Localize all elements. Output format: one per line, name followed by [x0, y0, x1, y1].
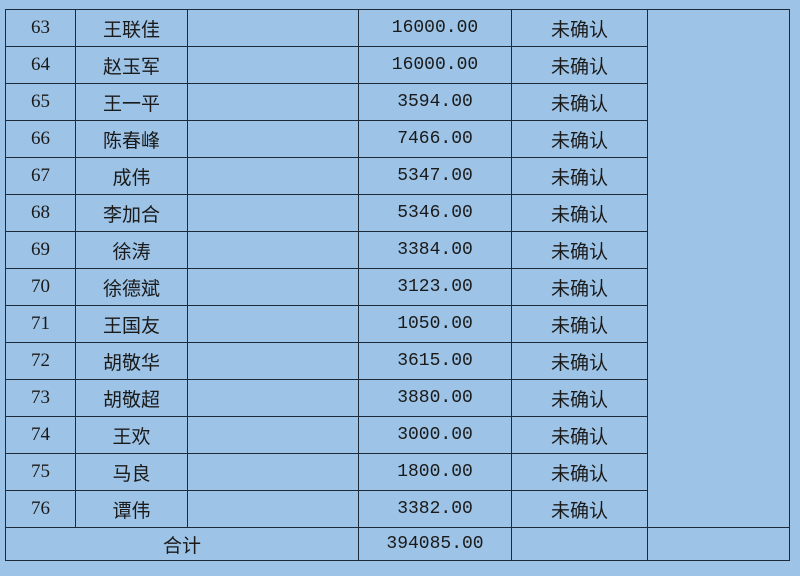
amount: 1800.00 — [358, 453, 512, 491]
status: 未确认 — [511, 83, 648, 121]
status: 未确认 — [511, 342, 648, 380]
blank-cell — [187, 342, 359, 380]
person-name: 陈春峰 — [75, 120, 188, 158]
person-name: 徐德斌 — [75, 268, 188, 306]
table-row: 70 徐德斌 3123.00 未确认 — [5, 268, 790, 306]
row-number: 73 — [5, 379, 76, 417]
table-row: 67 成伟 5347.00 未确认 — [5, 157, 790, 195]
row-number: 68 — [5, 194, 76, 232]
blank-cell — [187, 46, 359, 84]
row-number: 64 — [5, 46, 76, 84]
table-row: 75 马良 1800.00 未确认 — [5, 453, 790, 491]
row-number: 71 — [5, 305, 76, 343]
blank-cell — [187, 268, 359, 306]
table-row: 65 王一平 3594.00 未确认 — [5, 83, 790, 121]
status: 未确认 — [511, 120, 648, 158]
person-name: 李加合 — [75, 194, 188, 232]
person-name: 胡敬超 — [75, 379, 188, 417]
blank-cell — [187, 194, 359, 232]
person-name: 成伟 — [75, 157, 188, 195]
row-number: 72 — [5, 342, 76, 380]
table-row: 68 李加合 5346.00 未确认 — [5, 194, 790, 232]
total-label: 合计 — [5, 527, 359, 561]
total-row: 合计 394085.00 — [5, 527, 790, 561]
status: 未确认 — [511, 416, 648, 454]
person-name: 王国友 — [75, 305, 188, 343]
status: 未确认 — [511, 305, 648, 343]
person-name: 王一平 — [75, 83, 188, 121]
row-number: 63 — [5, 9, 76, 47]
table-row: 64 赵玉军 16000.00 未确认 — [5, 46, 790, 84]
amount: 5346.00 — [358, 194, 512, 232]
amount: 7466.00 — [358, 120, 512, 158]
row-number: 75 — [5, 453, 76, 491]
status: 未确认 — [511, 157, 648, 195]
person-name: 马良 — [75, 453, 188, 491]
row-number: 65 — [5, 83, 76, 121]
person-name: 徐涛 — [75, 231, 188, 269]
blank-cell — [187, 157, 359, 195]
blank-cell — [187, 83, 359, 121]
person-name: 王联佳 — [75, 9, 188, 47]
row-number: 74 — [5, 416, 76, 454]
table-row: 66 陈春峰 7466.00 未确认 — [5, 120, 790, 158]
blank-cell — [511, 527, 648, 561]
blank-cell — [187, 453, 359, 491]
blank-cell — [647, 527, 790, 561]
table-row: 72 胡敬华 3615.00 未确认 — [5, 342, 790, 380]
row-number: 69 — [5, 231, 76, 269]
blank-cell — [187, 120, 359, 158]
payment-table: 63 王联佳 16000.00 未确认 64 赵玉军 16000.00 未确认 65 王一平 359… — [5, 9, 790, 561]
person-name: 胡敬华 — [75, 342, 188, 380]
amount: 3382.00 — [358, 490, 512, 528]
status: 未确认 — [511, 231, 648, 269]
blank-cell — [187, 231, 359, 269]
amount: 3123.00 — [358, 268, 512, 306]
row-number: 66 — [5, 120, 76, 158]
table-row: 73 胡敬超 3880.00 未确认 — [5, 379, 790, 417]
status: 未确认 — [511, 46, 648, 84]
amount: 3000.00 — [358, 416, 512, 454]
status: 未确认 — [511, 9, 648, 47]
person-name: 王欢 — [75, 416, 188, 454]
status: 未确认 — [511, 453, 648, 491]
total-amount: 394085.00 — [358, 527, 512, 561]
table-row: 63 王联佳 16000.00 未确认 — [5, 9, 790, 528]
blank-cell — [187, 305, 359, 343]
amount: 16000.00 — [358, 9, 512, 47]
row-number: 70 — [5, 268, 76, 306]
status: 未确认 — [511, 268, 648, 306]
amount: 16000.00 — [358, 46, 512, 84]
amount: 3594.00 — [358, 83, 512, 121]
amount: 3615.00 — [358, 342, 512, 380]
remarks-cell — [647, 9, 790, 528]
person-name: 赵玉军 — [75, 46, 188, 84]
blank-cell — [187, 9, 359, 47]
table-row: 71 王国友 1050.00 未确认 — [5, 305, 790, 343]
row-number: 67 — [5, 157, 76, 195]
blank-cell — [187, 416, 359, 454]
status: 未确认 — [511, 490, 648, 528]
row-number: 76 — [5, 490, 76, 528]
amount: 1050.00 — [358, 305, 512, 343]
blank-cell — [187, 379, 359, 417]
person-name: 谭伟 — [75, 490, 188, 528]
status: 未确认 — [511, 194, 648, 232]
blank-cell — [187, 490, 359, 528]
amount: 3880.00 — [358, 379, 512, 417]
status: 未确认 — [511, 379, 648, 417]
amount: 3384.00 — [358, 231, 512, 269]
amount: 5347.00 — [358, 157, 512, 195]
